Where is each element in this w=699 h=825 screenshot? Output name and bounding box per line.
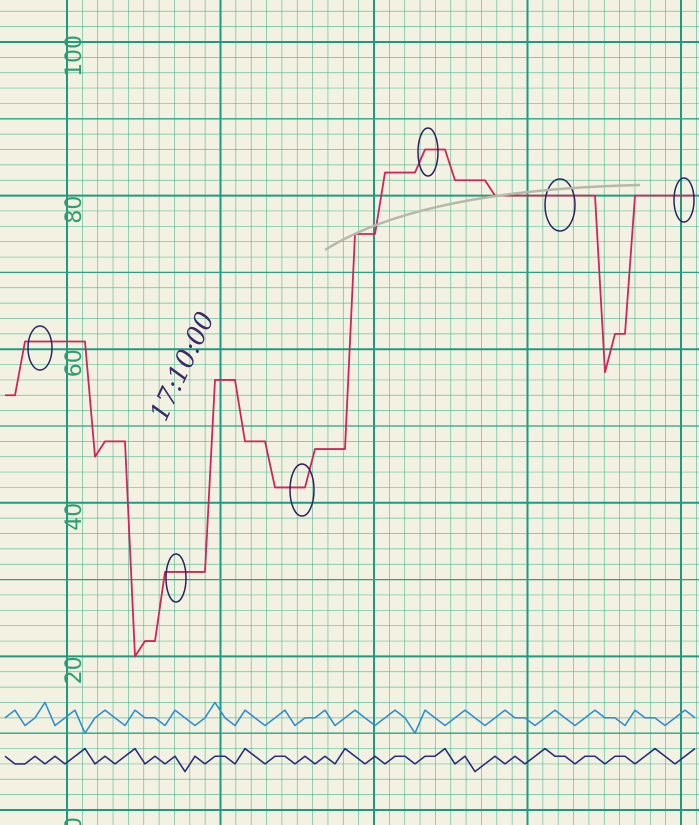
y-tick-label: 60 [62, 349, 87, 377]
y-tick-label: 80 [62, 196, 87, 224]
pencil-curve [324, 183, 641, 252]
data-line [4, 747, 696, 773]
y-tick-label: 40 [62, 503, 87, 531]
hand-circles [27, 127, 695, 603]
y-tick-label: 0 [62, 817, 87, 825]
y-tick-label: 20 [62, 656, 87, 684]
y-tick-label: 100 [62, 35, 87, 77]
data-line [4, 701, 696, 735]
data-line [5, 148, 695, 658]
